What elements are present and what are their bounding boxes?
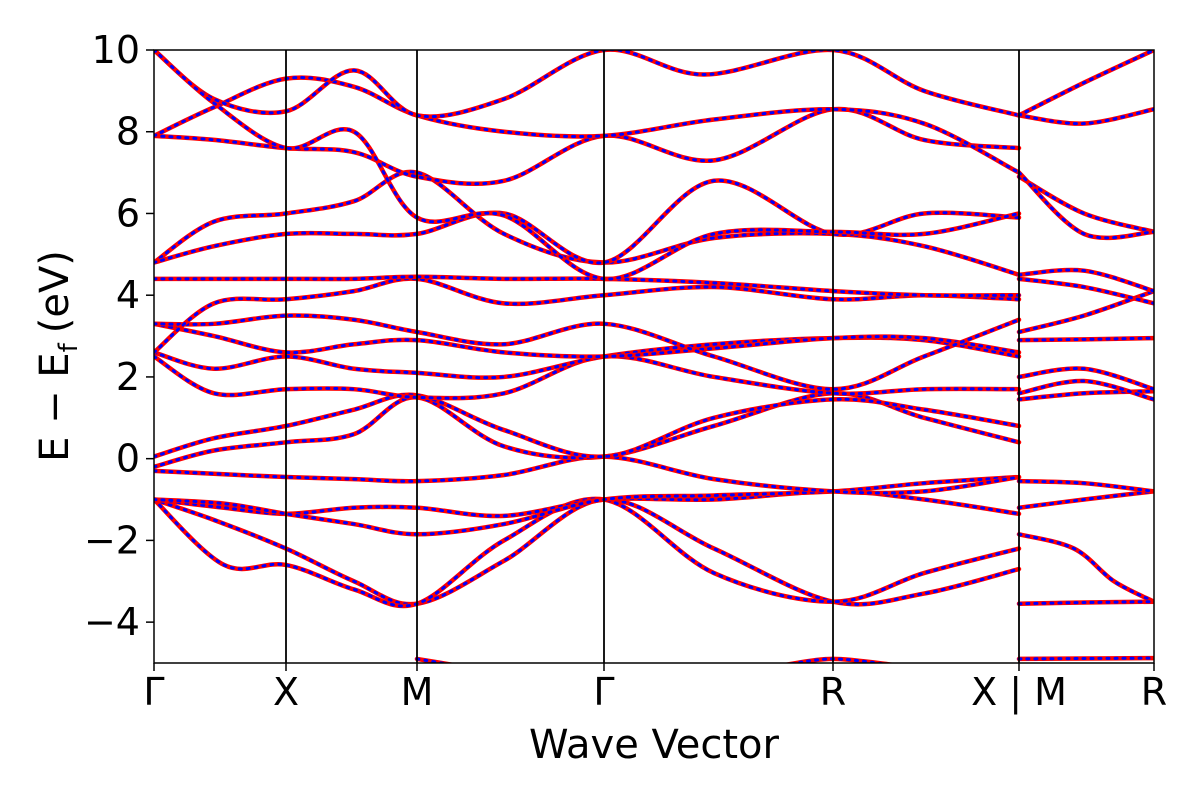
- band-line-dotted-3: [154, 475, 1021, 536]
- band-line-dotted-10: [154, 314, 1021, 391]
- band-line-dotted-11: [154, 277, 1021, 354]
- band-line-dotted-16: [154, 76, 1021, 175]
- y-axis-title-unit: (eV): [32, 250, 78, 333]
- band-line-dotted-0: [154, 498, 1021, 606]
- band-line-dotted-13: [154, 170, 1021, 277]
- y-tick-label-3: 2: [116, 355, 140, 399]
- band-line-solid-25: [1016, 478, 1154, 494]
- band-line-dotted-7: [154, 354, 1021, 400]
- y-axis-ticks: −4 −2 0 2 4 6 8 10: [84, 28, 154, 644]
- band-line-solid-24: [1016, 489, 1154, 510]
- x-tick-label-5: X | M: [971, 670, 1067, 715]
- band-line-dotted-33: [1017, 175, 1154, 234]
- x-tick-label-1: X: [273, 670, 299, 714]
- band-line-dotted-19: [415, 657, 451, 663]
- band-line-dotted-32: [1017, 268, 1154, 293]
- band-line-dotted-21: [1017, 532, 1154, 604]
- x-tick-label-3: Γ: [593, 670, 614, 714]
- band-line-dotted-4: [154, 455, 1021, 495]
- band-line-dotted-24: [1017, 489, 1154, 510]
- band-line-dotted-15: [154, 107, 1021, 186]
- band-line-dotted-25: [1017, 479, 1154, 493]
- kpoint-lines: [285, 50, 1020, 663]
- y-tick-label-1: −2: [84, 518, 140, 562]
- band-line-dotted-29: [1017, 336, 1154, 342]
- band-line-dotted-18: [154, 50, 1021, 281]
- y-axis-title-main: E − E: [32, 352, 78, 462]
- x-tick-label-2: M: [401, 670, 434, 714]
- x-axis-title: Wave Vector: [529, 722, 780, 768]
- x-tick-label-4: R: [820, 670, 846, 714]
- band-line-dotted-35: [1017, 107, 1154, 126]
- y-axis-title: E − Ef (eV): [32, 250, 84, 462]
- band-line-solid-18: [154, 50, 1022, 282]
- y-tick-label-6: 8: [116, 110, 140, 154]
- y-tick-label-5: 6: [116, 191, 140, 235]
- x-tick-label-6: R: [1141, 670, 1167, 714]
- band-line-dotted-6: [154, 393, 1021, 459]
- band-line-solid-33: [1016, 174, 1154, 235]
- band-line-dotted-23: [1017, 656, 1154, 661]
- y-tick-label-0: −4: [84, 600, 140, 644]
- band-line-solid-17: [154, 50, 1022, 119]
- band-line-dotted-28: [1017, 366, 1154, 391]
- y-axis-title-subscript: f: [54, 342, 84, 352]
- band-line-dotted-12: [154, 275, 1021, 297]
- band-line-solid-7: [154, 353, 1022, 401]
- x-tick-label-0: Γ: [143, 670, 164, 714]
- band-line-dotted-30: [1017, 289, 1154, 334]
- bands-layer: [154, 50, 1154, 663]
- band-line-dotted-26: [1017, 389, 1154, 401]
- y-tick-label-7: 10: [92, 28, 140, 72]
- band-line-dotted-9: [154, 322, 1021, 359]
- band-line-dotted-31: [1017, 277, 1154, 305]
- x-axis-ticks: Γ X M Γ R X | M R: [143, 663, 1167, 715]
- band-line-dotted-22: [1017, 600, 1154, 606]
- band-line-dotted-27: [1017, 379, 1154, 401]
- band-line-dotted-1: [154, 497, 1021, 608]
- band-line-dotted-14: [154, 179, 1021, 265]
- y-tick-label-2: 0: [116, 437, 140, 481]
- band-line-solid-35: [1016, 107, 1154, 126]
- band-line-dotted-34: [1017, 171, 1154, 240]
- band-line-dotted-17: [154, 50, 1021, 119]
- y-tick-label-4: 4: [116, 273, 140, 317]
- plot-frame: [153, 49, 1155, 664]
- band-line-dotted-36: [1017, 50, 1154, 117]
